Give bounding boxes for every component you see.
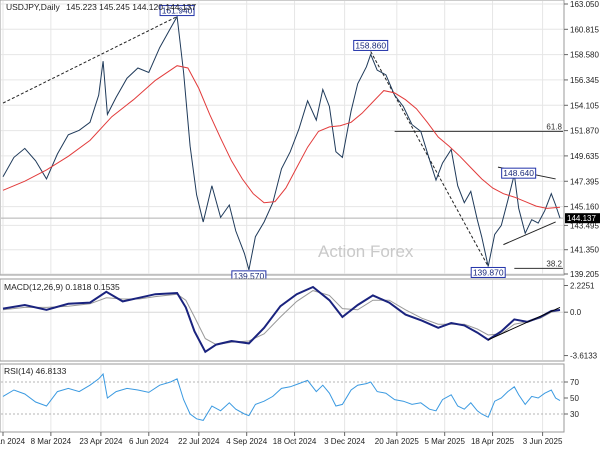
callout-label: 161.940	[162, 6, 193, 16]
last-price-label: 144.137	[567, 214, 596, 223]
price-tick-label: 156.345	[570, 76, 599, 85]
macd-grid	[1, 280, 563, 360]
macd-panel-frame	[0, 278, 565, 362]
price-axis: 163.050 160.815 158.580 156.345 154.105 151.8…	[564, 0, 599, 279]
price-tick-label: 158.580	[570, 51, 599, 60]
rsi-tick-label: 70	[570, 378, 579, 387]
rsi-tick-label: 50	[570, 394, 579, 403]
callout-box	[470, 266, 506, 278]
date-axis: 24 Jan 2024 8 Mar 2024 23 Apr 2024 6 Jun 20…	[0, 432, 563, 446]
date-tick-label: 5 Mar 2025	[424, 437, 465, 446]
rsi-line	[2, 372, 561, 421]
callout-label: 139.870	[473, 267, 504, 277]
price-tick-label: 143.495	[570, 221, 599, 230]
price-tick-label: 145.160	[570, 203, 599, 212]
date-tick-label: 23 Apr 2024	[79, 437, 123, 446]
last-price-box	[565, 213, 600, 224]
price-tick-label: 149.635	[570, 152, 599, 161]
rsi-panel-frame	[0, 363, 565, 433]
price-tick-label: 163.050	[570, 0, 599, 9]
last-price-marker: 144.137	[565, 213, 600, 224]
chart-ohlc: 145.223 145.245 144.120 144.137	[66, 2, 196, 12]
callout-box	[353, 39, 389, 51]
date-tick-label: 6 Jun 2024	[129, 437, 169, 446]
macd-signal-line	[2, 290, 561, 346]
price-tick-label: 160.815	[570, 25, 599, 34]
macd-tick-label: 2.2251	[570, 281, 595, 290]
date-tick-label: 4 Sep 2024	[226, 437, 267, 446]
svg-text:USDJPY,Daily 145.223 1: USDJPY,Daily 145.223 145.245 144.120 144…	[6, 2, 196, 12]
macd-axis: 2.2251 0.0 -3.6133	[564, 281, 598, 361]
rsi-tick-label: 30	[570, 410, 579, 419]
date-tick-label: 18 Apr 2025	[471, 437, 515, 446]
price-panel: 61.8 38.2 Action Forex 161.940 139.570 158.…	[0, 0, 600, 282]
price-panel-frame	[0, 0, 565, 276]
callout-label: 148.640	[503, 168, 534, 178]
price-series-line	[2, 15, 561, 271]
price-tick-label: 147.395	[570, 177, 599, 186]
callout-label: 139.570	[233, 271, 264, 281]
date-tick-label: 3 Jun 2025	[523, 437, 563, 446]
macd-tick-label: -3.6133	[570, 352, 598, 361]
macd-main-line	[2, 285, 561, 354]
price-tick-label: 141.350	[570, 246, 599, 255]
callout-box	[159, 5, 195, 17]
rsi-title: RSI(14) 46.8133	[4, 366, 67, 376]
price-grid	[1, 1, 563, 275]
rsi-panel: RSI(14) 46.8133 70 50 30	[0, 363, 579, 433]
date-tick-label: 20 Jan 2025	[375, 437, 420, 446]
date-tick-label: 24 Jan 2024	[0, 437, 26, 446]
fib-level-label: 61.8	[546, 122, 562, 131]
price-callouts: 161.940 139.570 158.860 148.640 139.870	[159, 5, 537, 282]
macd-trendline	[487, 306, 561, 341]
macd-panel: MACD(12,26,9) 0.1818 0.1535 2.2251 0.0 -3.…	[0, 278, 598, 362]
fib-level-label: 38.2	[546, 259, 562, 268]
macd-tick-label: 0.0	[570, 308, 582, 317]
price-tick-label: 139.205	[570, 270, 599, 279]
fib-levels: 61.8 38.2	[394, 122, 563, 269]
date-tick-label: 3 Dec 2024	[324, 437, 365, 446]
dashed-trendline	[2, 16, 178, 104]
price-tick-label: 154.105	[570, 101, 599, 110]
solid-trendline	[503, 221, 556, 246]
price-tick-label: 151.870	[570, 127, 599, 136]
date-tick-label: 8 Mar 2024	[31, 437, 72, 446]
chart-title: USDJPY,Daily 145.223 145.245 144.120 144…	[6, 2, 196, 12]
macd-title: MACD(12,26,9) 0.1818 0.1535	[4, 282, 120, 292]
date-tick-label: 22 Jul 2024	[178, 437, 220, 446]
rsi-axis: 70 50 30	[564, 378, 579, 419]
chart-title-symbol: USDJPY,Daily	[6, 2, 60, 12]
moving-average-line	[2, 65, 561, 209]
callout-box	[501, 167, 537, 179]
watermark: Action Forex	[318, 242, 414, 261]
callout-label: 158.860	[355, 40, 386, 50]
date-tick-label: 18 Oct 2024	[273, 437, 317, 446]
